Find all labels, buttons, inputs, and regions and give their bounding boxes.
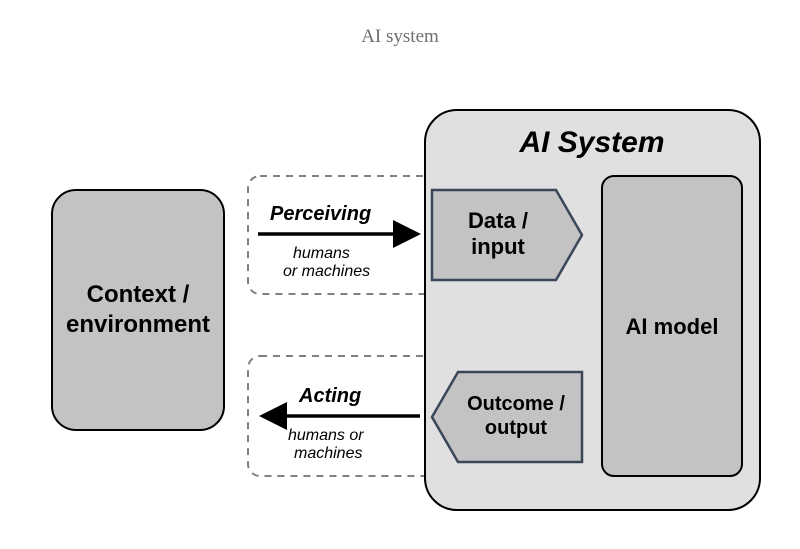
acting-sub-1: humans or — [288, 427, 364, 444]
outcome-output-label-1: Outcome / — [467, 393, 565, 415]
perceiving-label: Perceiving — [270, 203, 371, 225]
perceiving-sub-2: or machines — [283, 263, 370, 280]
context-box — [52, 190, 224, 430]
data-input-label-1: Data / — [468, 208, 528, 233]
acting-label: Acting — [298, 385, 361, 407]
ai-system-label: AI System — [518, 126, 664, 159]
acting-sub-2: machines — [294, 445, 362, 462]
diagram-canvas: AI System Context / environment AI model… — [0, 0, 800, 549]
data-input-label-2: input — [471, 234, 525, 259]
outcome-output-label-2: output — [485, 417, 548, 439]
context-label-2: environment — [66, 311, 210, 338]
ai-model-label: AI model — [626, 314, 719, 339]
context-label-1: Context / — [87, 281, 190, 308]
perceiving-sub-1: humans — [293, 245, 350, 262]
